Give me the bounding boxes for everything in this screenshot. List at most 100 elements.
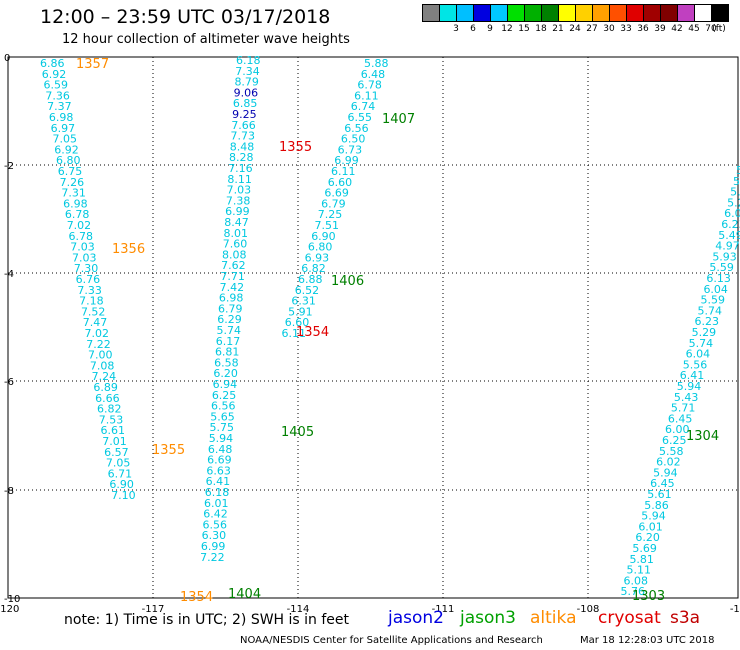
swh-value: 6.52 [295, 284, 320, 297]
pass-time-label: 1407 [382, 112, 415, 127]
longitude-tick-label: -117 [142, 604, 165, 615]
swh-value: 7.22 [200, 551, 225, 564]
legend-item-s3a: s3a [670, 608, 701, 628]
pass-time-label: 1406 [331, 274, 364, 289]
swh-value: 6.30 [202, 529, 227, 542]
swh-value: 7.03 [70, 241, 95, 254]
swh-value: 6.79 [218, 302, 243, 315]
swh-value: 7.05 [52, 133, 77, 146]
swh-value: 6.25 [662, 434, 687, 447]
swh-value: 6.23 [695, 315, 720, 328]
swh-value: 7.52 [81, 305, 106, 318]
pass-time-label: 1303 [632, 589, 665, 604]
swh-value: 5.74 [698, 304, 723, 317]
map-frame [7, 56, 739, 599]
generated-timestamp: Mar 18 12:28:03 UTC 2018 [580, 635, 715, 646]
swh-value: 7.22 [86, 338, 111, 351]
swh-value: 7.51 [315, 219, 340, 232]
swh-value: 7.30 [74, 262, 99, 275]
swh-value: 6.80 [56, 154, 81, 167]
swh-value: 6.48 [361, 68, 386, 81]
swh-value: 6.02 [656, 456, 681, 469]
scale-label: 45 [688, 24, 700, 34]
longitude-tick-label: -111 [432, 604, 455, 615]
swh-value: 6.90 [109, 478, 134, 491]
swh-value: 5.81 [629, 553, 654, 566]
scale-swatch [711, 4, 729, 22]
latitude-tick-label: -8 [4, 486, 14, 497]
scale-label: 21 [552, 24, 564, 34]
swh-value: 6.74 [351, 100, 376, 113]
swh-value: 5.74 [217, 324, 242, 337]
swh-value: 6.48 [208, 443, 233, 456]
scale-label: 6 [470, 24, 476, 34]
swh-value: 5.94 [641, 510, 666, 523]
footnote: note: 1) Time is in UTC; 2) SWH is in fe… [64, 612, 350, 628]
swh-value: 7.66 [231, 119, 256, 132]
swh-value: 7.34 [235, 65, 260, 78]
longitude-tick-label: -120 [0, 604, 19, 615]
swh-value: 6.18 [205, 486, 230, 499]
swh-value: 6.76 [76, 273, 101, 286]
swh-value: 5.76 [621, 585, 646, 598]
swh-value: 6.85 [233, 97, 258, 110]
scale-label: 39 [654, 24, 666, 34]
swh-value: 6.97 [51, 122, 76, 135]
swh-value: 6.45 [668, 412, 693, 425]
scale-label: 36 [637, 24, 649, 34]
swh-value: 6.58 [214, 356, 239, 369]
swh-value: 6.99 [334, 154, 359, 167]
swh-value: 5.93 [712, 250, 737, 263]
swh-value: 6.71 [108, 467, 133, 480]
swh-value: 8.01 [224, 227, 249, 240]
swh-value: 5.94 [653, 466, 678, 479]
swh-value: 6.31 [291, 295, 316, 308]
swh-value: 6.04 [703, 283, 728, 296]
swh-value: 4.97 [715, 240, 740, 253]
swh-value: 5.56 [683, 358, 708, 371]
swh-value: 7.08 [90, 359, 115, 372]
swh-value: 7.60 [223, 238, 248, 251]
latitude-tick-label: -6 [4, 377, 14, 388]
swh-value: 7.47 [83, 316, 108, 329]
legend-item-jason3: jason3 [460, 608, 516, 628]
swh-value: 6.50 [341, 133, 366, 146]
pass-time-label: 1404 [228, 587, 261, 602]
swh-value: 7.18 [79, 295, 104, 308]
swh-value: 6.82 [97, 403, 122, 416]
swh-value: 5.86 [644, 499, 669, 512]
swh-value: 5.71 [671, 402, 696, 415]
swh-value: 5.59 [709, 261, 734, 274]
latitude-tick-label: 0 [4, 53, 10, 64]
scale-label: 9 [487, 24, 493, 34]
swh-value: 6.60 [328, 176, 353, 189]
swh-value: 5.61 [647, 488, 672, 501]
swh-value: 5.94 [677, 380, 702, 393]
swh-value: 6.92 [54, 143, 79, 156]
swh-value: 9.25 [232, 108, 257, 121]
swh-value: 5.65 [210, 410, 235, 423]
swh-value: 7.73 [231, 130, 256, 143]
scale-label: 15 [518, 24, 530, 34]
swh-value: 6.98 [49, 111, 74, 124]
swh-value: 7.24 [92, 370, 117, 383]
swh-value: 6.94 [213, 378, 238, 391]
swh-value: 6.41 [680, 369, 705, 382]
swh-value: 5.49 [718, 229, 740, 242]
latitude-tick-label: -2 [4, 161, 14, 172]
swh-value: 7.10 [111, 489, 136, 502]
swh-value: 6.69 [207, 454, 232, 467]
swh-value: 6.08 [624, 574, 649, 587]
swh-value: 7.33 [77, 284, 102, 297]
swh-value: 6.01 [638, 520, 663, 533]
swh-value: 5.29 [692, 326, 717, 339]
swh-value: 6.56 [211, 400, 236, 413]
swh-value: 8.79 [234, 76, 259, 89]
swh-value: 6.06 [724, 207, 740, 220]
swh-value: 5.94 [209, 432, 234, 445]
swh-value: 6.92 [42, 68, 67, 81]
longitude-tick-label: -10 [730, 604, 740, 615]
swh-value: 8.08 [222, 248, 247, 261]
scale-label: 42 [671, 24, 683, 34]
swh-value: 7.38 [226, 194, 251, 207]
